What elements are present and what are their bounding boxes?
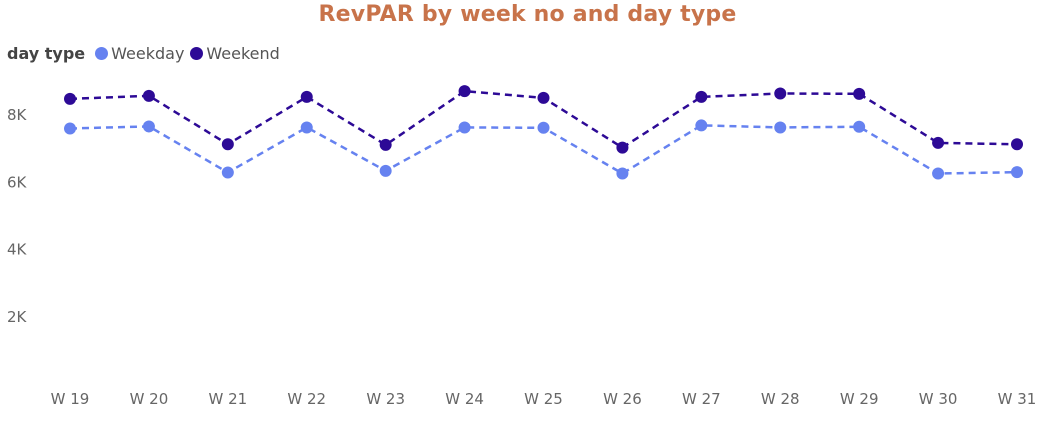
x-tick-label: W 19 (51, 390, 90, 408)
data-point-weekday[interactable] (64, 122, 76, 135)
chart-title: RevPAR by week no and day type (318, 2, 737, 27)
x-tick-label: W 24 (445, 390, 484, 408)
data-point-weekend[interactable] (774, 87, 787, 100)
y-tick-label: 4K (7, 241, 28, 259)
data-point-weekend[interactable] (853, 87, 866, 100)
y-tick-label: 6K (7, 173, 28, 191)
data-point-weekday[interactable] (1011, 166, 1023, 179)
data-point-weekend[interactable] (64, 92, 76, 105)
data-point-weekday[interactable] (379, 164, 392, 177)
x-tick-label: W 21 (208, 390, 247, 408)
data-point-weekend[interactable] (300, 90, 313, 103)
data-point-weekend[interactable] (616, 141, 629, 154)
y-axis: 2K 4K 6K 8K (7, 106, 28, 326)
x-tick-label: W 28 (761, 390, 800, 408)
data-point-weekend[interactable] (458, 85, 471, 98)
legend-weekend-marker (190, 47, 204, 60)
legend-weekend-label: Weekend (206, 44, 280, 63)
data-point-weekday[interactable] (142, 120, 155, 133)
data-point-weekend[interactable] (221, 138, 234, 151)
data-point-weekday[interactable] (774, 121, 787, 134)
x-tick-label: W 20 (130, 390, 169, 408)
data-point-weekend[interactable] (379, 138, 392, 151)
data-point-weekday[interactable] (932, 167, 945, 180)
legend-item-weekday[interactable]: Weekday (95, 44, 184, 63)
x-tick-label: W 26 (603, 390, 642, 408)
x-tick-label: W 31 (998, 390, 1037, 408)
legend-weekday-marker (95, 47, 109, 60)
data-point-weekday[interactable] (537, 121, 550, 134)
x-tick-label: W 27 (682, 390, 721, 408)
data-point-weekend[interactable] (537, 91, 550, 104)
y-tick-label: 2K (7, 308, 28, 326)
legend-weekday-label: Weekday (111, 44, 185, 63)
data-point-weekend[interactable] (695, 90, 708, 103)
data-point-weekday[interactable] (695, 119, 708, 132)
data-point-weekday[interactable] (221, 166, 234, 179)
x-tick-label: W 29 (840, 390, 879, 408)
data-point-weekend[interactable] (932, 136, 945, 149)
legend: day type Weekday Weekend (7, 44, 286, 63)
x-axis: W 19 W 20 W 21 W 22 W 23 W 24 W 25 W 26 W 27 W 28… (51, 390, 1037, 408)
data-point-weekday[interactable] (616, 167, 629, 180)
legend-title: day type (7, 44, 86, 63)
legend-item-weekend[interactable]: Weekend (190, 44, 280, 63)
x-tick-label: W 22 (287, 390, 326, 408)
data-point-weekday[interactable] (853, 120, 866, 133)
x-tick-label: W 30 (919, 390, 958, 408)
x-tick-label: W 23 (366, 390, 405, 408)
data-point-weekend[interactable] (1011, 138, 1023, 151)
x-tick-label: W 25 (524, 390, 563, 408)
y-tick-label: 8K (7, 106, 28, 124)
data-point-weekday[interactable] (458, 121, 471, 134)
data-point-weekday[interactable] (300, 121, 313, 134)
data-point-weekend[interactable] (142, 89, 155, 102)
series-points (64, 85, 1023, 180)
